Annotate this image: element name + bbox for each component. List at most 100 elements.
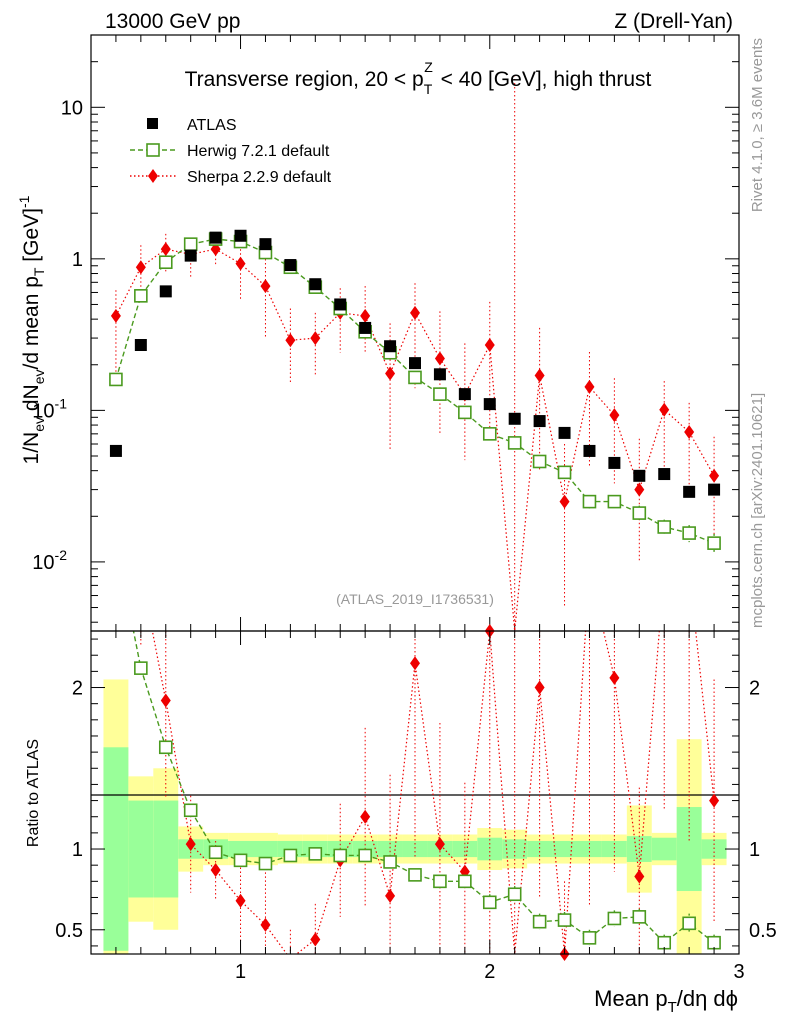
ratio-y-axis-label: Ratio to ATLAS (25, 739, 42, 847)
sherpa-ratio-point (385, 888, 396, 903)
herwig-point (408, 370, 422, 385)
atlas-point (334, 298, 347, 311)
sherpa-point (160, 242, 171, 257)
sherpa-point (609, 408, 620, 423)
herwig-point (109, 372, 123, 387)
sherpa-point (285, 333, 296, 348)
atlas-point (633, 469, 646, 482)
ratio-y-tick-label-left: 0.5 (55, 920, 83, 942)
atlas-point (259, 238, 272, 251)
herwig-point (134, 289, 148, 303)
sherpa-ratio-point (410, 656, 420, 671)
main-y-axis-label: 1/Nev dNev/d mean pT [GeV]-1 (16, 195, 47, 464)
ratio-y-ticks: 0.5 0.5 1 1 2 2 (55, 638, 777, 947)
sherpa-point (709, 468, 720, 483)
site-label: mcplots.cern.ch [arXiv:2401.10621] (749, 393, 766, 628)
watermark: (ATLAS_2019_I1736531) (336, 591, 494, 607)
sherpa-ratio-point (609, 670, 620, 685)
ratio-y-tick-label-left: 1 (72, 839, 83, 861)
sherpa-point (434, 351, 445, 366)
sherpa-point (410, 305, 420, 320)
atlas-point (558, 426, 571, 439)
herwig-point (158, 255, 173, 270)
sherpa-point (534, 368, 545, 383)
herwig-point (482, 427, 497, 441)
x-tick-label: 2 (484, 961, 495, 983)
atlas-point (359, 321, 372, 334)
main-y-tick-label: 10-1 (32, 395, 67, 422)
atlas-point (483, 398, 496, 411)
ratio-inner-band (103, 747, 129, 951)
ratio-inner-band (676, 807, 702, 892)
sherpa-ratio-point (709, 793, 720, 808)
main-y-tick-label: 10-2 (32, 547, 67, 574)
atlas-point (458, 388, 471, 401)
legend: ATLAS Herwig 7.2.1 default Sherpa 2.2.9 … (130, 117, 332, 186)
ratio-y-tick-label-right: 1 (749, 839, 760, 861)
herwig-ratio-point (208, 845, 223, 860)
x-axis-label: Mean pT/dη dϕ (594, 986, 738, 1016)
herwig-ratio-point (707, 935, 721, 950)
herwig-ratio-point (333, 848, 348, 863)
herwig-ratio-point (233, 853, 248, 868)
herwig-ratio-point (408, 868, 422, 882)
sherpa-point (584, 379, 595, 394)
ratio-inner-band (377, 840, 403, 858)
atlas-point (583, 444, 596, 457)
herwig-point (433, 387, 447, 401)
herwig-ratio-point (507, 887, 522, 902)
herwig-ratio-point (183, 803, 198, 818)
herwig-ratio-point (657, 935, 672, 950)
sherpa-ratio-point (210, 863, 221, 878)
atlas-point (209, 231, 222, 244)
ratio-inner-band (601, 840, 627, 858)
ratio-inner-band (651, 837, 677, 861)
sherpa-ratio-point (160, 693, 171, 708)
herwig-ratio-point (283, 848, 298, 863)
atlas-point (658, 468, 671, 481)
legend-herwig-marker (146, 143, 160, 157)
sherpa-point (260, 279, 271, 294)
legend-atlas-label: ATLAS (187, 117, 237, 134)
atlas-point (508, 412, 521, 425)
ratio-inner-band (552, 840, 577, 858)
herwig-ratio-point (308, 847, 323, 861)
ratio-inner-band (253, 840, 278, 858)
ratio-y-tick-label-right: 2 (749, 678, 760, 700)
atlas-point (708, 483, 721, 496)
herwig-ratio-point (582, 931, 597, 945)
atlas-point (184, 249, 197, 262)
atlas-point (409, 357, 421, 370)
ratio-inner-band (153, 800, 179, 898)
herwig-ratio-point (557, 913, 572, 927)
main-series (109, 75, 721, 632)
herwig-ratio-point (482, 895, 497, 910)
herwig-ratio-point (158, 740, 173, 755)
legend-sherpa-label: Sherpa 2.2.9 default (187, 169, 332, 186)
atlas-point (433, 368, 446, 381)
sherpa-ratio-point (185, 837, 196, 852)
sherpa-point (559, 494, 570, 509)
sherpa-ratio-point (310, 932, 321, 947)
herwig-point (682, 526, 696, 540)
main-y-ticks: 10-2 10-1 1 10 (32, 34, 739, 623)
x-tick-label: 3 (733, 961, 744, 983)
ratio-inner-band (228, 840, 253, 858)
ratio-inner-band (128, 800, 154, 898)
herwig-point (632, 506, 647, 520)
ratio-y-tick-label-right: 0.5 (749, 920, 777, 942)
herwig-point (657, 520, 672, 534)
legend-herwig-label: Herwig 7.2.1 default (187, 143, 330, 160)
rivet-label: Rivet 4.1.0, ≥ 3.6M events (749, 38, 766, 212)
herwig-ratio-point (458, 874, 472, 889)
main-y-tick-label: 10 (61, 97, 83, 119)
atlas-point (384, 340, 397, 353)
herwig-ratio-point (383, 855, 397, 869)
ratio-inner-band (527, 840, 553, 858)
atlas-point (683, 485, 696, 498)
sherpa-point (659, 402, 670, 417)
ratio-inner-band (701, 839, 727, 859)
sherpa-point (310, 331, 321, 346)
herwig-ratio-point (682, 916, 696, 931)
